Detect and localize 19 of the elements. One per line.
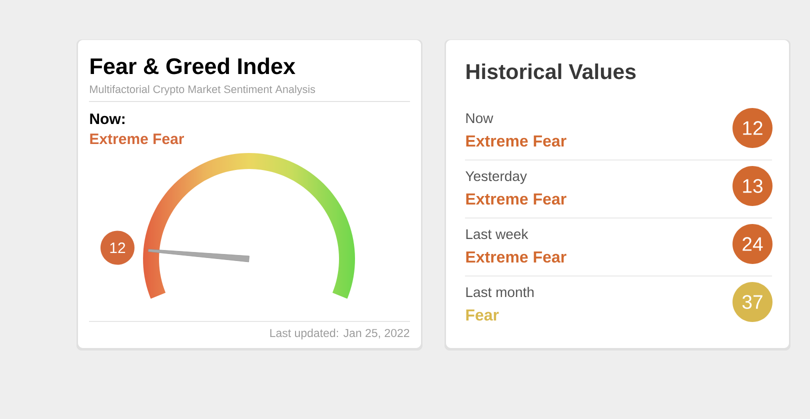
data-label: 13 [743,179,762,193]
text: Fear & Greed Index [90,58,296,74]
text: Now [466,113,494,124]
text: Last month [466,286,534,298]
text: Historical Values [466,63,636,80]
data-label: 37 [742,295,762,309]
data-label: 12 [110,242,126,253]
text: Extreme Fear [466,251,566,263]
text: Fear [466,309,499,321]
text: Extreme Fear [90,134,184,144]
text: Now: [90,114,124,124]
text: Last week [466,228,528,240]
text: Last updated: Jan 25, 2022 [270,328,410,340]
data-label: 12 [743,121,762,135]
text: Multifactorial Crypto Market Sentiment Analysis [90,85,316,96]
data-label: 24 [742,237,763,251]
text: Yesterday [466,170,527,184]
text: Extreme Fear [466,193,566,205]
text: Extreme Fear [466,135,566,147]
